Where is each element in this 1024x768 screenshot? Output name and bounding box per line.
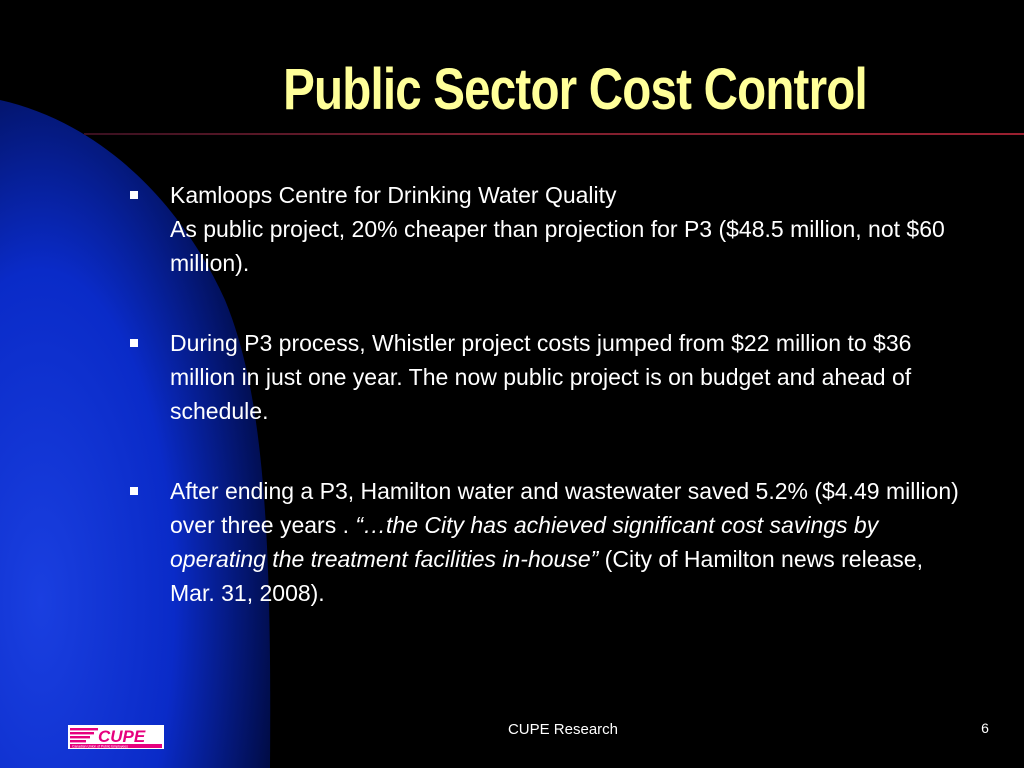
cupe-logo-graphic: CUPE Canadian Union of Public Employees (68, 725, 164, 749)
bullet-detail: As public project, 20% cheaper than proj… (170, 216, 945, 276)
page-number: 6 (981, 720, 989, 736)
cupe-logo-icon: CUPE Canadian Union of Public Employees (68, 725, 164, 749)
bullet-item: During P3 process, Whistler project cost… (130, 326, 970, 428)
bullet-item: Kamloops Centre for Drinking Water Quali… (130, 178, 970, 280)
bullet-citation: (City of Hamilton news release, Mar. 31,… (170, 546, 923, 606)
footer-text: CUPE Research (507, 721, 619, 738)
bullet-square-icon (130, 191, 138, 199)
slide-title: Public Sector Cost Control (283, 57, 868, 122)
bullet-square-icon (130, 487, 138, 495)
bullet-text: During P3 process, Whistler project cost… (170, 330, 912, 424)
logo-wordmark: CUPE (98, 727, 146, 746)
bullet-heading: Kamloops Centre for Drinking Water Quali… (170, 182, 617, 208)
bullet-item: After ending a P3, Hamilton water and wa… (130, 474, 970, 610)
bullet-square-icon (130, 339, 138, 347)
logo-subtext: Canadian Union of Public Employees (72, 744, 128, 748)
title-divider (84, 133, 1024, 135)
bullet-text: After ending a P3, Hamilton water and wa… (170, 478, 959, 538)
bullet-quote: “…the City has achieved significant cost… (170, 512, 879, 572)
bullet-list: Kamloops Centre for Drinking Water Quali… (130, 178, 970, 656)
